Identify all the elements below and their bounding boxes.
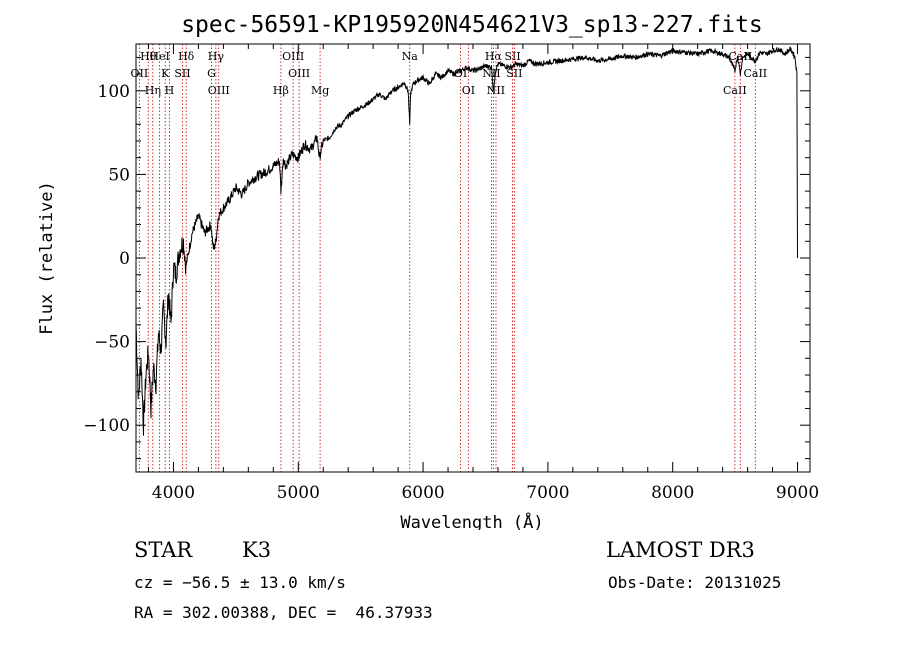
sky-coordinates: RA = 302.00388, DEC = 46.37933 bbox=[134, 603, 433, 622]
line-label-11: Hβ bbox=[273, 84, 289, 97]
x-tick-label-6000: 6000 bbox=[401, 483, 444, 503]
y-tick-label-0: 0 bbox=[119, 249, 130, 269]
line-label-4: K bbox=[161, 67, 170, 80]
line-label-17: OI bbox=[462, 84, 475, 97]
object-class: STAR bbox=[134, 538, 193, 562]
flux-series-line bbox=[136, 46, 798, 436]
line-label-1: OII bbox=[131, 67, 149, 80]
line-label-15: Na bbox=[402, 50, 419, 63]
x-axis-label: Wavelength (Å) bbox=[400, 511, 543, 530]
y-tick-label--100: −100 bbox=[83, 416, 130, 436]
line-label-22: SII bbox=[506, 67, 522, 80]
line-label-7: SII bbox=[174, 67, 190, 80]
object-subclass: K3 bbox=[242, 538, 272, 562]
x-tick-label-9000: 9000 bbox=[776, 483, 819, 503]
line-label-5: H bbox=[165, 84, 175, 97]
line-label-20: NII bbox=[487, 84, 505, 97]
line-label-3: HeI bbox=[149, 50, 169, 63]
y-tick-label--50: −50 bbox=[94, 333, 130, 353]
line-label-10: G bbox=[207, 67, 216, 80]
line-label-23: CaII bbox=[723, 84, 747, 97]
line-label-12: OIII bbox=[282, 50, 304, 63]
observation-date: Obs-Date: 20131025 bbox=[608, 573, 782, 592]
plot-frame bbox=[135, 43, 811, 473]
line-label-8: OIII bbox=[208, 84, 230, 97]
line-label-2: Hη bbox=[145, 84, 161, 97]
y-axis-label: Flux (relative) bbox=[37, 181, 57, 335]
y-tick-label-50: 50 bbox=[108, 165, 130, 185]
line-label-13: OIII bbox=[288, 67, 310, 80]
line-label-25: CaII bbox=[743, 67, 767, 80]
x-tick-label-7000: 7000 bbox=[526, 483, 569, 503]
redshift-velocity: cz = −56.5 ± 13.0 km/s bbox=[134, 573, 346, 592]
line-label-21: SII bbox=[504, 50, 520, 63]
spectrum-chart: spec-56591-KP195920N454621V3_sp13-227.fi… bbox=[37, 12, 819, 530]
line-label-9: Hγ bbox=[208, 50, 225, 63]
x-tick-label-5000: 5000 bbox=[277, 483, 320, 503]
line-label-14: Mg bbox=[311, 84, 329, 97]
y-tick-label-100: 100 bbox=[98, 82, 130, 102]
x-tick-label-8000: 8000 bbox=[651, 483, 694, 503]
survey-name: LAMOST DR3 bbox=[606, 538, 755, 562]
line-label-0: Hθ bbox=[140, 50, 157, 63]
line-label-18: Hα bbox=[485, 50, 503, 63]
chart-title: spec-56591-KP195920N454621V3_sp13-227.fi… bbox=[181, 12, 763, 38]
line-label-6: Hδ bbox=[178, 50, 195, 63]
plot-area: HθOIIHηHeIKHHδSIIOIIIHγGHβOIIIOIIIMgNaOI… bbox=[83, 43, 819, 503]
x-tick-label-4000: 4000 bbox=[152, 483, 195, 503]
